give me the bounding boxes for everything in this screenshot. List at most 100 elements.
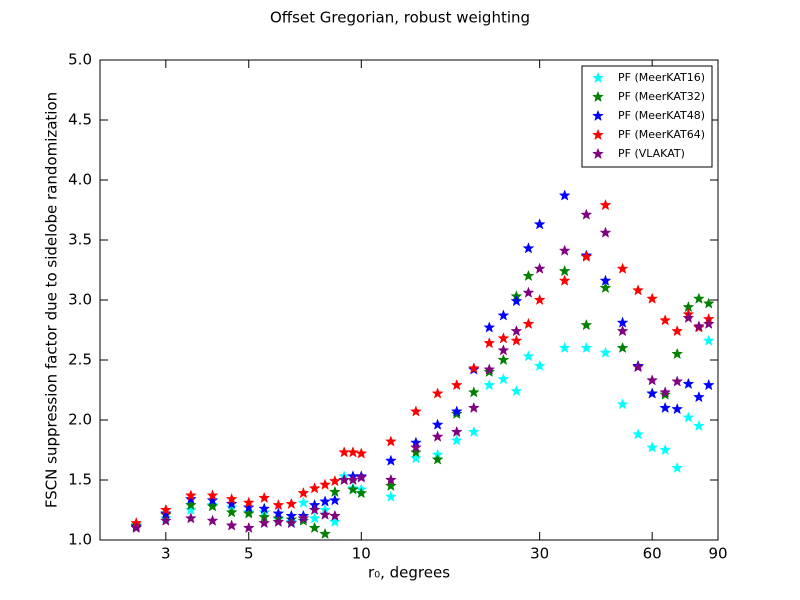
data-point	[308, 512, 321, 524]
data-point	[646, 374, 659, 386]
data-point	[580, 341, 593, 354]
legend-marker	[592, 71, 604, 84]
data-point	[328, 509, 341, 522]
data-point	[319, 508, 331, 520]
data-point	[355, 486, 368, 499]
data-point	[632, 428, 644, 440]
data-point	[297, 486, 310, 499]
data-point	[599, 274, 612, 286]
data-point	[206, 494, 219, 506]
data-point	[522, 317, 535, 330]
data-point	[692, 320, 705, 332]
data-point	[272, 515, 285, 528]
data-point	[659, 401, 672, 414]
data-point	[384, 479, 397, 492]
data-point	[242, 521, 255, 534]
data-point	[558, 189, 571, 201]
data-point	[206, 500, 219, 512]
data-point	[431, 453, 444, 465]
y-tick-label: 1.0	[68, 531, 92, 549]
data-point	[558, 341, 571, 354]
data-point	[285, 516, 298, 529]
data-point	[409, 446, 422, 458]
legend-label: PF (MeerKAT48)	[618, 109, 705, 122]
legend-marker	[592, 109, 604, 122]
y-tick-label: 2.0	[68, 411, 92, 429]
data-point	[659, 314, 672, 326]
data-point	[522, 350, 535, 362]
data-point	[533, 218, 546, 230]
y-tick-label: 3.0	[68, 291, 92, 309]
data-point	[702, 297, 715, 309]
data-point	[483, 363, 496, 375]
data-point	[159, 503, 172, 516]
legend-marker	[592, 147, 604, 160]
data-point	[497, 372, 510, 385]
data-point	[682, 311, 695, 324]
data-point	[558, 264, 571, 277]
data-point	[308, 482, 321, 494]
data-point	[671, 324, 684, 337]
data-point	[450, 405, 463, 417]
data-point	[497, 344, 510, 356]
data-point	[702, 317, 715, 330]
data-point	[285, 497, 298, 510]
data-point	[599, 346, 612, 358]
data-point	[450, 378, 463, 391]
data-point	[431, 418, 444, 430]
data-point	[409, 405, 422, 417]
data-point	[599, 198, 612, 211]
data-point	[522, 269, 535, 282]
data-point	[242, 501, 255, 513]
data-point	[483, 378, 496, 391]
data-point	[225, 497, 238, 510]
data-point	[580, 318, 593, 331]
data-point	[616, 324, 629, 337]
legend-label: PF (MeerKAT16)	[618, 71, 705, 84]
data-point	[646, 292, 659, 304]
data-point	[242, 507, 255, 519]
data-point	[308, 521, 321, 534]
data-point	[533, 359, 546, 372]
chart-title: Offset Gregorian, robust weighting	[270, 9, 530, 27]
data-point	[384, 473, 397, 486]
data-point	[497, 332, 510, 344]
data-point	[159, 514, 172, 526]
data-point	[682, 377, 695, 390]
x-tick-label: 30	[530, 545, 549, 563]
x-tick-label: 5	[244, 545, 254, 563]
data-point	[347, 446, 359, 458]
data-point	[558, 274, 571, 286]
data-point	[467, 401, 480, 414]
x-tick-label: 10	[352, 545, 371, 563]
y-tick-label: 4.5	[68, 111, 92, 129]
data-point	[671, 375, 684, 387]
data-point	[522, 286, 535, 298]
data-point	[671, 347, 684, 360]
data-point	[431, 430, 444, 442]
data-point	[184, 498, 197, 511]
data-point	[533, 293, 546, 306]
data-point	[522, 242, 535, 254]
data-point	[328, 515, 341, 528]
data-point	[272, 498, 285, 511]
data-point	[225, 492, 238, 505]
data-point	[692, 390, 705, 403]
data-point	[384, 435, 397, 447]
data-point	[510, 294, 523, 307]
data-point	[347, 483, 359, 495]
data-point	[483, 321, 496, 333]
data-point	[308, 503, 321, 516]
x-axis-label: r₀, degrees	[368, 564, 450, 582]
y-tick-label: 3.5	[68, 231, 92, 249]
data-point	[467, 386, 480, 398]
data-point	[450, 434, 463, 446]
legend-label: PF (MeerKAT32)	[618, 90, 705, 103]
data-point	[384, 454, 397, 466]
data-point	[258, 491, 271, 504]
data-point	[692, 292, 705, 304]
data-point	[409, 441, 422, 453]
legend-box	[581, 65, 713, 168]
data-point	[319, 478, 331, 490]
data-point	[328, 474, 341, 487]
